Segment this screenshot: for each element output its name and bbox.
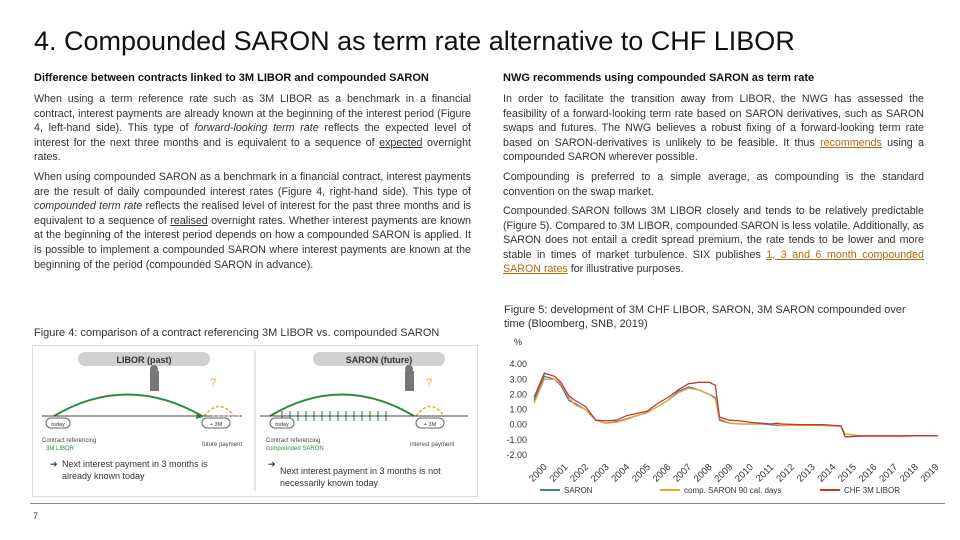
x-tick-label: 2016 xyxy=(857,462,880,485)
x-tick-label: 2018 xyxy=(898,462,921,485)
x-tick-label: 2010 xyxy=(733,462,756,485)
libor-plus3m: + 3M xyxy=(210,422,223,428)
saron-question-mark: ? xyxy=(426,377,432,389)
figure5-caption: Figure 5: development of 3M CHF LIBOR, S… xyxy=(504,304,906,330)
saron-plus3m: + 3M xyxy=(424,422,437,428)
series-line-saron xyxy=(533,375,938,438)
saron-today: today xyxy=(275,422,289,428)
libor-contract-2: 3M LIBOR xyxy=(46,446,75,452)
x-tick-label: 2008 xyxy=(692,462,715,485)
right-paragraph-1: In order to facilitate the transition aw… xyxy=(503,93,924,164)
x-tick-label: 2005 xyxy=(630,462,653,485)
series-line-chf-3m-libor xyxy=(533,372,938,438)
libor-person-icon xyxy=(150,371,159,391)
page-number: 7 xyxy=(33,511,39,521)
left-paragraph-2: When using compounded SARON as a benchma… xyxy=(34,171,472,271)
figure5-chart: % 4.003.002.001.000.00-1.00-2.00 2000200… xyxy=(506,337,942,495)
left-heading: Difference between contracts linked to 3… xyxy=(34,72,429,84)
saron-rates-link[interactable]: 1, 3 and 6 month compounded SARON rates xyxy=(503,248,925,276)
figure4-diagram: LIBOR (past) ? today + 3M Contract refer… xyxy=(32,345,478,497)
x-tick-label: 2014 xyxy=(816,462,839,485)
x-tick-label: 2015 xyxy=(836,462,859,485)
y-tick-label: 1.00 xyxy=(509,405,527,415)
y-tick-label: -1.00 xyxy=(506,435,527,445)
page-title: 4. Compounded SARON as term rate alterna… xyxy=(34,26,795,56)
libor-note-2: already known today xyxy=(62,471,145,481)
saron-green-arc xyxy=(269,393,415,417)
right-paragraph-2: Compounding is preferred to a simple ave… xyxy=(503,171,924,198)
left-paragraph-1: When using a term reference rate such as… xyxy=(34,93,472,164)
figure4-caption: Figure 4: comparison of a contract refer… xyxy=(34,327,440,339)
legend-label: SARON xyxy=(564,486,593,495)
libor-arrow: ➔ xyxy=(50,459,58,469)
right-heading: NWG recommends using compounded SARON as… xyxy=(503,72,815,84)
bottom-rule xyxy=(30,503,945,504)
libor-today: today xyxy=(51,422,65,428)
saron-contract-1: Contract referencing xyxy=(266,438,320,444)
legend-label: CHF 3M LIBOR xyxy=(844,486,900,495)
y-axis-unit: % xyxy=(514,337,522,347)
x-tick-label: 2012 xyxy=(774,462,797,485)
libor-question-mark: ? xyxy=(210,377,216,389)
libor-note-1: Next interest payment in 3 months is xyxy=(62,459,208,469)
libor-future: future payment xyxy=(202,442,242,448)
y-tick-label: 4.00 xyxy=(509,359,527,369)
libor-green-arc xyxy=(53,393,203,417)
x-tick-label: 2003 xyxy=(589,462,612,485)
x-tick-label: 2007 xyxy=(671,462,694,485)
saron-arrow: ➔ xyxy=(268,459,276,469)
saron-orange-arc xyxy=(415,405,445,417)
x-tick-label: 2019 xyxy=(919,462,942,485)
x-tick-label: 2013 xyxy=(795,462,818,485)
x-tick-label: 2011 xyxy=(754,462,776,484)
saron-note-2: necessarily known today xyxy=(280,478,379,488)
y-tick-label: 0.00 xyxy=(509,420,527,430)
x-tick-label: 2017 xyxy=(877,462,900,485)
legend-label: comp. SARON 90 cal. days xyxy=(684,486,781,495)
saron-contract-2: compounded SARON xyxy=(266,446,324,452)
x-tick-label: 2000 xyxy=(527,462,550,485)
saron-future: interest payment xyxy=(410,442,455,448)
y-tick-label: 3.00 xyxy=(509,374,527,384)
libor-contract-1: Contract referencing xyxy=(42,438,96,444)
x-tick-label: 2001 xyxy=(548,462,571,485)
saron-header-pill xyxy=(313,352,445,366)
x-tick-label: 2004 xyxy=(609,462,632,485)
saron-header: SARON (future) xyxy=(346,355,413,365)
x-tick-label: 2002 xyxy=(568,462,591,485)
libor-header: LIBOR (past) xyxy=(117,355,172,365)
series-line-comp-saron-90-cal-days xyxy=(533,378,938,437)
x-tick-label: 2006 xyxy=(651,462,674,485)
saron-person-icon xyxy=(405,371,414,391)
saron-note-1: Next interest payment in 3 months is not xyxy=(280,466,441,476)
recommends-link[interactable]: recommends xyxy=(820,136,882,149)
y-tick-label: -2.00 xyxy=(506,450,527,460)
right-paragraph-3: Compounded SARON follows 3M LIBOR closel… xyxy=(503,205,925,276)
y-tick-label: 2.00 xyxy=(509,389,527,399)
x-tick-label: 2009 xyxy=(713,462,736,485)
libor-header-pill xyxy=(78,352,210,366)
